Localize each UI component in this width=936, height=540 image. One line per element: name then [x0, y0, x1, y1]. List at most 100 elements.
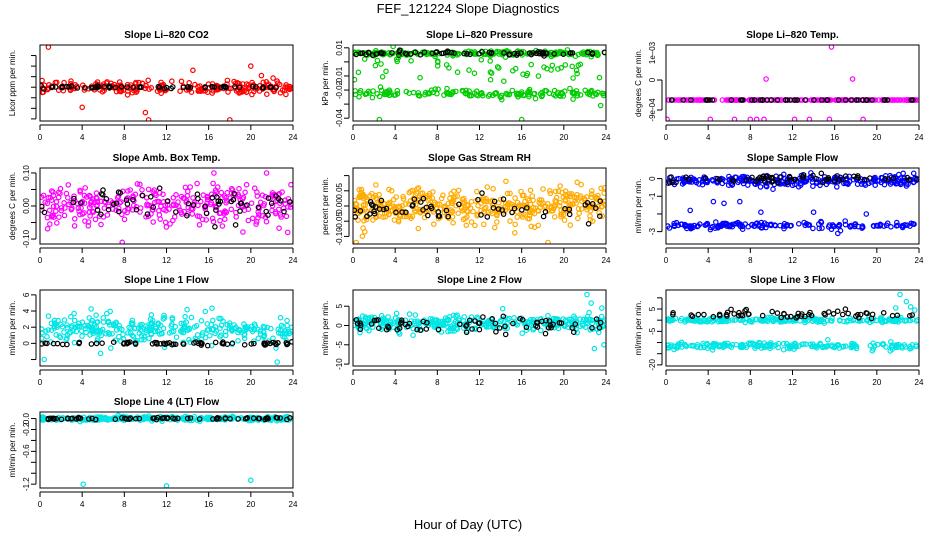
- data-point: [92, 199, 98, 206]
- outlier-point: [897, 291, 903, 298]
- data-point: [836, 177, 843, 183]
- data-point: [64, 322, 70, 328]
- x-tick-label: 24: [915, 378, 924, 387]
- data-point: [365, 50, 372, 56]
- data-point: [749, 97, 755, 103]
- data-point: [137, 322, 144, 328]
- data-point: [433, 49, 440, 55]
- data-point: [531, 224, 538, 231]
- data-point: [194, 191, 201, 198]
- data-point: [897, 175, 904, 181]
- data-point: [749, 317, 756, 323]
- data-point: [372, 62, 379, 69]
- data-point: [101, 83, 107, 90]
- data-point: [811, 316, 818, 323]
- data-point: [509, 209, 515, 216]
- data-point: [454, 69, 461, 76]
- y-tick-label: 0.0: [22, 412, 31, 424]
- data-point: [882, 176, 889, 182]
- data-point: [87, 324, 94, 331]
- data-point: [795, 221, 802, 227]
- data-point: [172, 416, 178, 422]
- data-point: [58, 207, 65, 214]
- data-point: [195, 340, 202, 347]
- x-tick-label: 4: [706, 133, 711, 142]
- x-tick-label: 16: [204, 133, 213, 142]
- data-point: [808, 343, 815, 350]
- data-point: [90, 209, 97, 215]
- data-point: [842, 306, 849, 312]
- data-point: [459, 87, 466, 94]
- data-point: [214, 184, 221, 190]
- chart-panel-5: Slope Gas Stream RH 0 4 8 12 16 20 24 -0.10-0.05…: [321, 153, 611, 265]
- data-point: [267, 340, 273, 347]
- data-point: [792, 176, 799, 183]
- data-point: [98, 221, 104, 228]
- data-point: [66, 330, 73, 337]
- data-point: [385, 314, 391, 320]
- data-point: [210, 218, 217, 225]
- data-point: [583, 317, 589, 324]
- data-point: [463, 329, 470, 336]
- y-axis-label: percent per min.: [321, 177, 330, 235]
- data-point: [108, 345, 114, 351]
- data-point: [407, 51, 414, 57]
- data-point: [170, 217, 176, 224]
- data-point: [876, 178, 883, 184]
- data-point: [470, 208, 476, 215]
- data-point: [90, 84, 96, 91]
- data-point: [137, 327, 144, 333]
- data-point: [803, 341, 809, 348]
- data-point: [148, 194, 154, 200]
- data-point: [545, 208, 552, 214]
- data-point: [198, 317, 205, 324]
- data-point: [481, 205, 488, 212]
- data-point: [810, 172, 816, 179]
- data-point: [410, 332, 416, 339]
- data-point: [71, 223, 78, 229]
- data-point: [127, 187, 134, 193]
- data-point: [114, 194, 121, 201]
- data-point: [889, 312, 896, 319]
- data-point: [450, 52, 456, 59]
- data-point: [842, 173, 849, 179]
- data-point: [71, 193, 77, 200]
- data-point: [500, 211, 507, 217]
- outlier-point: [710, 198, 717, 205]
- outlier-point: [211, 170, 217, 176]
- data-point: [476, 326, 483, 333]
- data-points: [40, 305, 293, 365]
- data-point: [277, 198, 284, 204]
- data-point: [561, 217, 568, 223]
- data-point: [40, 89, 47, 95]
- data-point: [444, 85, 450, 92]
- data-point: [93, 330, 100, 336]
- data-point: [739, 97, 746, 103]
- data-point: [540, 49, 547, 56]
- data-point: [202, 308, 209, 315]
- outlier-point: [80, 481, 87, 488]
- outlier-point: [828, 45, 835, 50]
- data-point: [440, 192, 446, 199]
- x-tick-label: 20: [872, 378, 881, 387]
- data-point: [370, 202, 376, 209]
- data-point: [577, 193, 584, 199]
- data-point: [173, 334, 180, 341]
- data-point: [254, 193, 261, 199]
- data-point: [696, 181, 702, 187]
- data-point: [536, 197, 543, 203]
- data-point: [474, 211, 481, 218]
- outlier-point: [545, 239, 551, 244]
- data-point: [195, 195, 201, 202]
- data-point: [527, 316, 534, 323]
- data-point: [190, 195, 196, 201]
- data-point: [441, 318, 448, 325]
- data-point: [423, 326, 430, 332]
- data-point: [565, 324, 572, 331]
- data-point: [877, 223, 883, 229]
- data-point: [537, 91, 544, 97]
- data-point: [511, 230, 518, 236]
- data-point: [443, 207, 450, 214]
- x-tick-label: 16: [830, 378, 839, 387]
- data-point: [265, 195, 272, 201]
